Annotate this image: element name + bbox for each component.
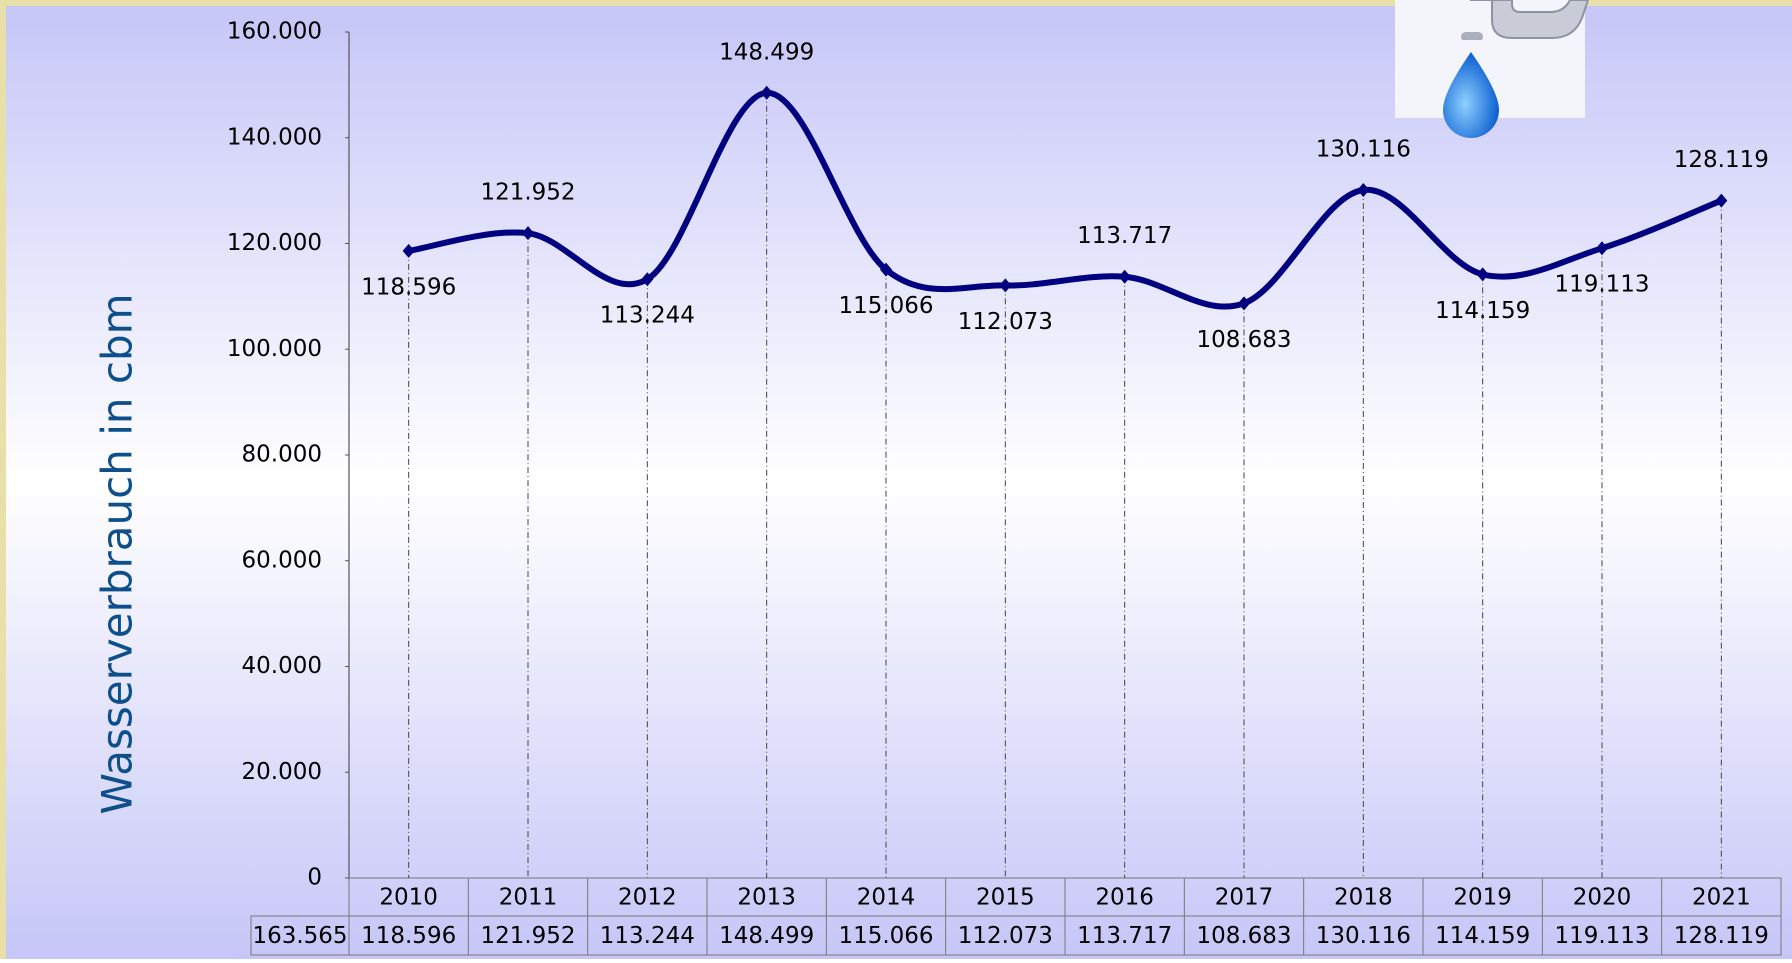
y-tick-label: 40.000 — [242, 653, 322, 679]
data-label: 119.113 — [1554, 272, 1649, 298]
table-cell: 114.159 — [1435, 923, 1530, 949]
data-label: 128.119 — [1674, 147, 1769, 173]
table-cell: 148.499 — [719, 923, 814, 949]
chart: Wasserverbrauch in cbm 0 20.000 40.000 60.0… — [0, 0, 1792, 959]
y-tick-label: 0 — [307, 865, 322, 891]
x-tick-label: 2020 — [1573, 885, 1632, 911]
y-axis-title: Wasserverbrauch in cbm — [93, 293, 142, 814]
data-label: 108.683 — [1196, 327, 1291, 353]
data-label: 115.066 — [838, 293, 933, 319]
table-cell: 130.116 — [1316, 923, 1411, 949]
table-cell: 113.244 — [600, 923, 695, 949]
table-cell: 163.565 — [252, 923, 347, 949]
y-tick-label: 80.000 — [242, 442, 322, 468]
faucet-icon — [1395, 0, 1588, 138]
y-tick-label: 60.000 — [242, 547, 322, 573]
x-tick-label: 2013 — [737, 885, 796, 911]
x-tick-label: 2021 — [1692, 885, 1751, 911]
data-label: 118.596 — [361, 274, 456, 300]
x-tick-label: 2011 — [499, 885, 558, 911]
y-tick-label: 140.000 — [227, 124, 322, 150]
data-label: 148.499 — [719, 39, 814, 65]
x-tick-label: 2015 — [976, 885, 1035, 911]
data-label: 130.116 — [1316, 137, 1411, 163]
table-cell: 113.717 — [1077, 923, 1172, 949]
x-tick-label: 2014 — [857, 885, 916, 911]
data-label: 114.159 — [1435, 298, 1530, 324]
data-label: 113.244 — [600, 303, 695, 329]
data-label: 113.717 — [1077, 223, 1172, 249]
table-cell: 121.952 — [480, 923, 575, 949]
y-tick-label: 120.000 — [227, 230, 322, 256]
x-tick-label: 2019 — [1453, 885, 1512, 911]
table-cell: 119.113 — [1554, 923, 1649, 949]
x-tick-label: 2017 — [1215, 885, 1274, 911]
table-cell: 115.066 — [838, 923, 933, 949]
y-tick-label: 160.000 — [227, 19, 322, 45]
x-tick-label: 2018 — [1334, 885, 1393, 911]
x-tick-label: 2016 — [1095, 885, 1154, 911]
x-tick-label: 2012 — [618, 885, 677, 911]
data-label: 121.952 — [480, 180, 575, 206]
table-cell: 112.073 — [958, 923, 1053, 949]
table-cell: 108.683 — [1196, 923, 1291, 949]
data-label: 112.073 — [958, 309, 1053, 335]
table-cell: 118.596 — [361, 923, 456, 949]
table-cell: 128.119 — [1674, 923, 1769, 949]
y-tick-label: 20.000 — [242, 759, 322, 785]
y-tick-label: 100.000 — [227, 336, 322, 362]
x-tick-label: 2010 — [379, 885, 438, 911]
